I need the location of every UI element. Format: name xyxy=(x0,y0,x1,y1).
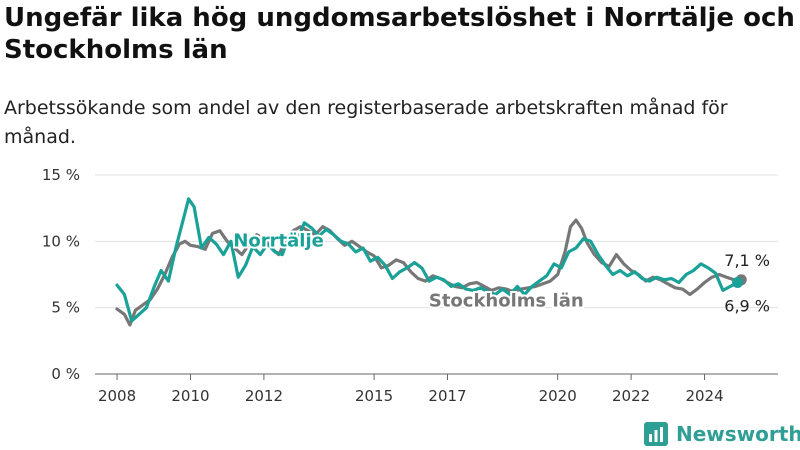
y-tick-label: 5 % xyxy=(51,299,80,317)
series-lines xyxy=(115,197,747,327)
x-tick-label: 2015 xyxy=(355,387,393,405)
brand-logo: Newsworthy xyxy=(644,420,800,448)
brand-name: Newsworthy xyxy=(676,422,800,446)
x-axis-ticks: 2008 2010 2012 2015 2017 2020 2022 2024 xyxy=(98,374,724,405)
x-tick-label: 2012 xyxy=(245,387,283,405)
x-tick-label: 2010 xyxy=(171,387,209,405)
y-tick-label: 15 % xyxy=(42,166,80,184)
y-tick-label: 0 % xyxy=(51,365,80,383)
x-tick-label: 2008 xyxy=(98,387,136,405)
x-tick-label: 2022 xyxy=(612,387,650,405)
series-labels: Stockholms län 7,1 % Norrtälje 6,9 % xyxy=(231,229,770,316)
chart-title: Ungefär lika hög ungdomsarbetslöshet i N… xyxy=(4,3,795,65)
series-label-stockholms-l-n: Stockholms län xyxy=(429,290,584,311)
series-line-norrt-lje xyxy=(115,197,740,323)
x-tick-label: 2024 xyxy=(685,387,723,405)
end-value-label-norrt-lje: 6,9 % xyxy=(724,296,770,315)
y-axis-ticks: 0 % 5 % 10 % 15 % xyxy=(42,166,80,383)
x-tick-label: 2017 xyxy=(428,387,466,405)
series-end-point-norrt-lje xyxy=(732,276,744,288)
bar-chart-icon xyxy=(644,422,668,446)
gridlines xyxy=(95,174,778,375)
chart-subtitle: Arbetssökande som andel av den registerb… xyxy=(4,97,728,148)
y-tick-label: 10 % xyxy=(42,232,80,250)
x-tick-label: 2020 xyxy=(539,387,577,405)
end-value-label-stockholms-l-n: 7,1 % xyxy=(724,251,770,270)
series-label-norrt-lje: Norrtälje xyxy=(233,231,323,252)
